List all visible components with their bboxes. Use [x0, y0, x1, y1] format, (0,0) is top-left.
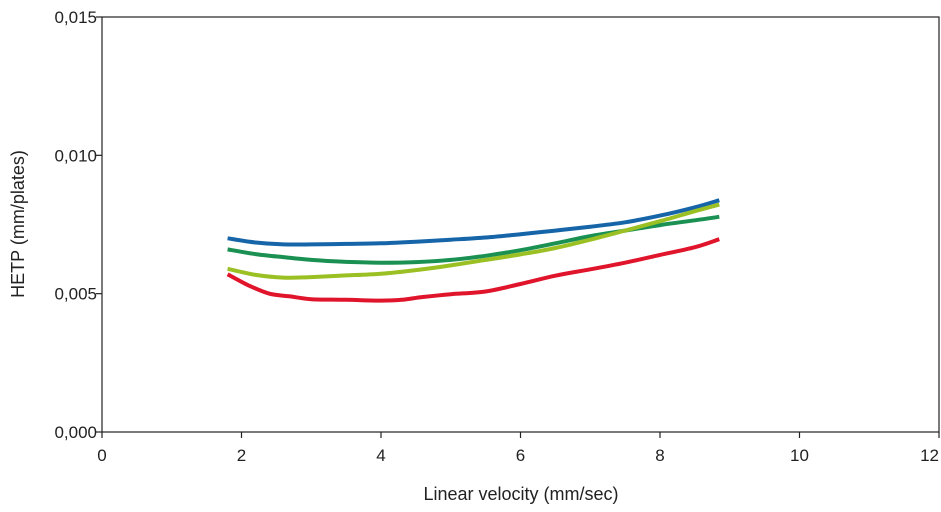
y-tick-label: 0,000 — [54, 423, 97, 442]
x-tick-label: 4 — [376, 446, 385, 465]
x-tick-label: 12 — [920, 446, 939, 465]
series-line-3 — [227, 202, 720, 280]
x-tick-label: 10 — [790, 446, 809, 465]
y-axis-title: HETP (mm/plates) — [8, 150, 28, 298]
y-tick-label: 0,005 — [54, 285, 97, 304]
y-tick-label: 0,010 — [54, 146, 97, 165]
series-layer — [226, 198, 720, 303]
y-tick-label: 0,015 — [54, 8, 97, 27]
series-line-4 — [226, 237, 720, 303]
x-axis-title: Linear velocity (mm/sec) — [423, 484, 618, 504]
x-tick-label: 2 — [237, 446, 246, 465]
x-tick-label: 0 — [97, 446, 106, 465]
x-tick-label: 6 — [516, 446, 525, 465]
x-tick-label: 8 — [655, 446, 664, 465]
plot-frame — [101, 16, 940, 433]
series-line-1 — [227, 198, 720, 247]
ticks-layer: 0 2 4 6 8 10 12 0,000 0,005 0,010 0,015 — [54, 8, 940, 465]
